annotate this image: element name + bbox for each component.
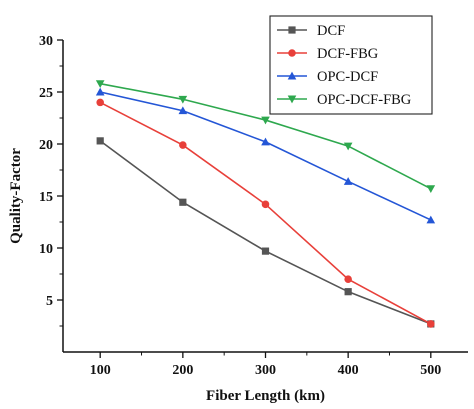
axes: 100 200 300 400 500 5 10 15 20 25 30: [39, 34, 468, 378]
legend: DCF DCF-FBG OPC-DCF OPC-DCF-FBG: [269, 15, 433, 115]
data-point: [426, 215, 436, 224]
series-opc-dcf-fbg: [95, 80, 436, 194]
data-point: [179, 198, 187, 206]
data-point: [343, 142, 353, 151]
data-point: [95, 80, 105, 88]
data-point: [96, 137, 104, 145]
y-tick-label: 10: [39, 242, 53, 257]
data-point: [178, 106, 188, 115]
legend-item: OPC-DCF: [277, 69, 378, 85]
data-point: [261, 116, 270, 125]
legend-marker: [288, 49, 296, 57]
data-point: [343, 177, 353, 185]
legend-label: OPC-DCF: [317, 69, 378, 85]
data-point: [179, 141, 187, 149]
x-tick-label: 500: [420, 363, 441, 378]
data-point: [261, 137, 270, 146]
legend-label: OPC-DCF-FBG: [317, 92, 412, 108]
data-point: [344, 288, 352, 296]
data-point: [96, 98, 104, 107]
data-point: [261, 247, 270, 255]
legend-item: DCF-FBG: [277, 46, 379, 62]
legend-label: DCF: [317, 23, 345, 39]
legend-label: DCF-FBG: [317, 46, 379, 62]
y-tick-label: 20: [39, 138, 53, 153]
legend-marker: [287, 95, 297, 104]
x-tick-label: 300: [255, 363, 276, 378]
y-axis-title: Quality-Factor: [8, 148, 24, 244]
data-point: [261, 200, 270, 209]
x-axis-title: Fiber Length (km): [206, 388, 325, 404]
x-tick-label: 200: [172, 363, 193, 378]
series-layer: [95, 80, 436, 328]
series-dcf-fbg: [96, 98, 435, 328]
data-point: [178, 95, 188, 104]
y-tick-label: 25: [39, 86, 53, 101]
legend-item: OPC-DCF-FBG: [277, 92, 412, 108]
series-line: [99, 101, 432, 325]
data-point: [426, 185, 436, 194]
data-point: [344, 275, 352, 283]
legend-box: [269, 15, 433, 115]
legend-item: DCF: [277, 23, 345, 39]
data-point: [427, 320, 435, 328]
data-point: [95, 87, 105, 96]
y-tick-label: 30: [39, 34, 53, 49]
x-tick-label: 400: [338, 363, 359, 378]
x-tick-label: 100: [90, 363, 111, 378]
legend-marker: [287, 71, 297, 80]
series-opc-dcf: [95, 87, 436, 224]
y-tick-label: 15: [39, 190, 53, 205]
y-tick-label: 5: [46, 294, 53, 309]
legend-marker: [288, 26, 296, 34]
